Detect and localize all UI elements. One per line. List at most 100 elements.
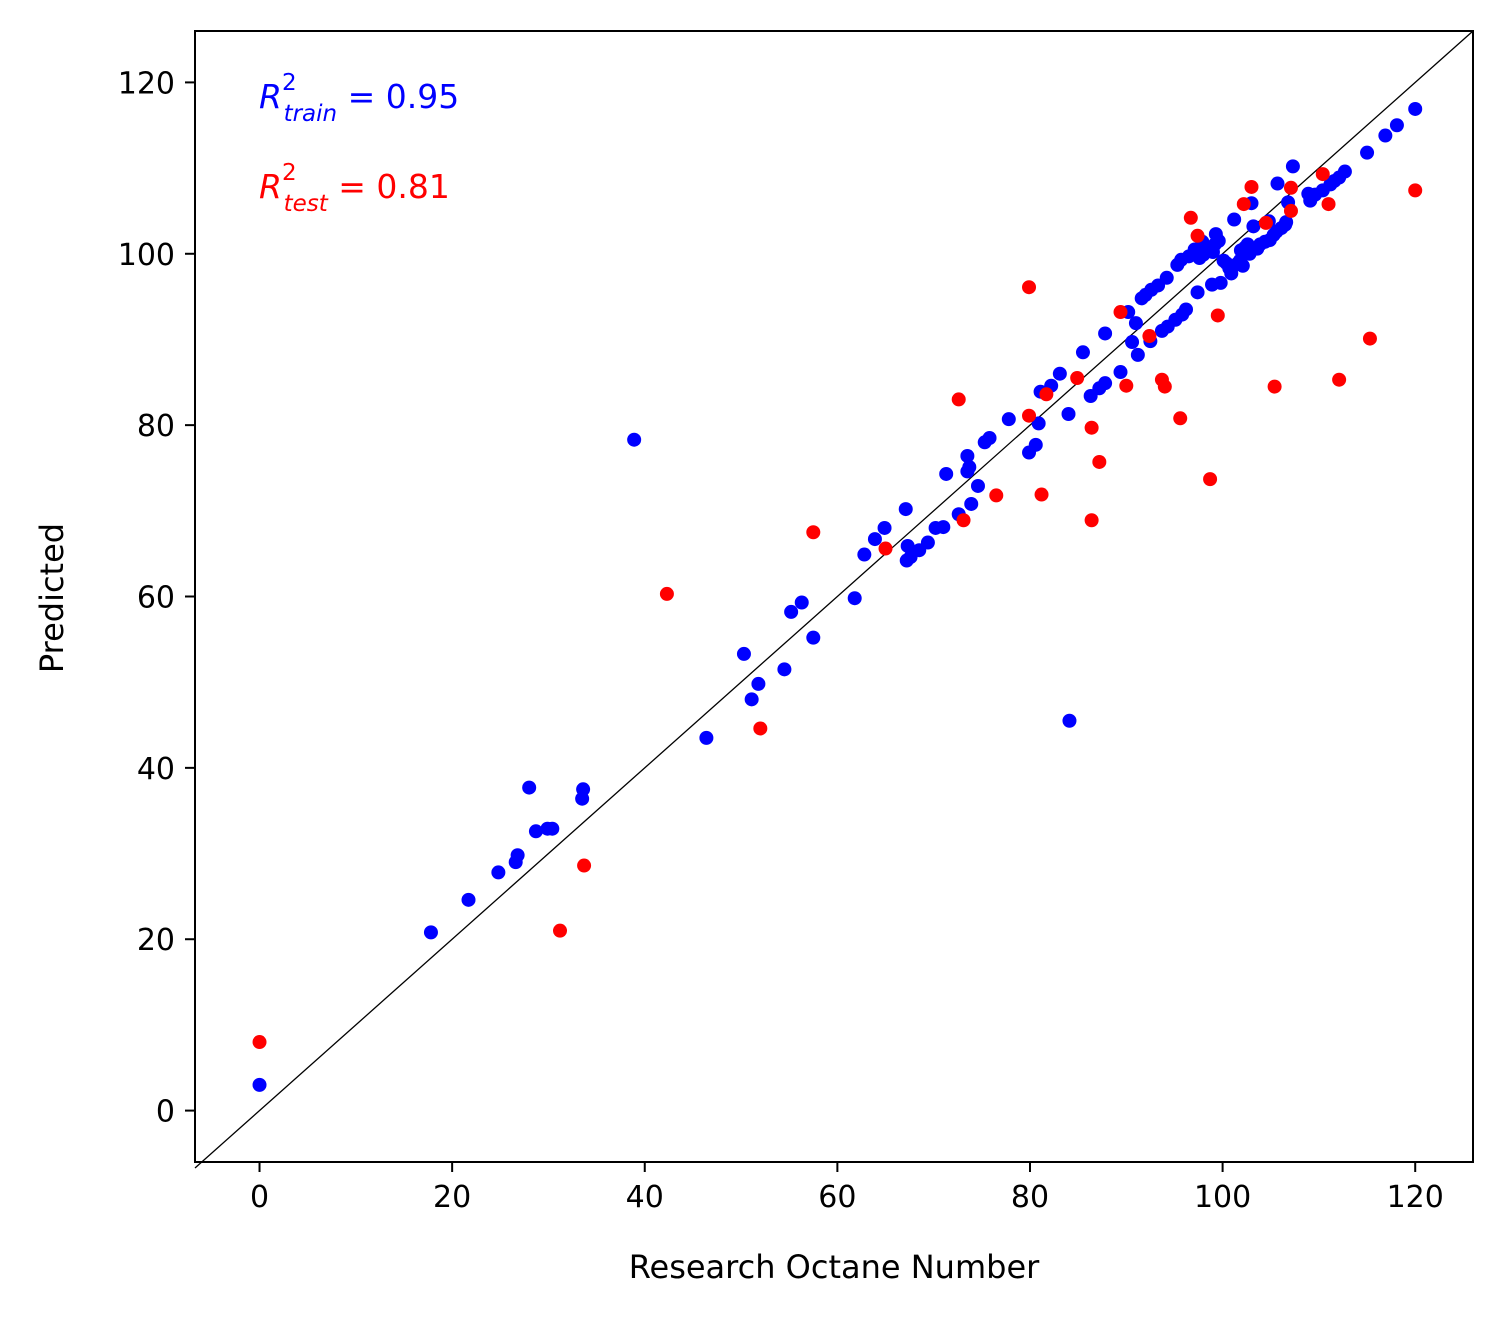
data-point bbox=[1267, 379, 1282, 394]
x-tick-label: 60 bbox=[818, 1180, 856, 1215]
data-point bbox=[659, 586, 674, 601]
data-point bbox=[784, 604, 799, 619]
data-point bbox=[900, 538, 915, 553]
y-tick-label: 100 bbox=[118, 238, 175, 273]
data-point bbox=[1070, 371, 1085, 386]
data-point bbox=[1022, 408, 1037, 423]
x-tick-label: 120 bbox=[1387, 1180, 1444, 1215]
x-tick-label: 0 bbox=[250, 1180, 269, 1215]
r2-train-symbol: R bbox=[259, 77, 282, 116]
r2-test-sup: 2 bbox=[282, 160, 297, 186]
data-point bbox=[1362, 331, 1377, 346]
x-tick-label: 80 bbox=[1011, 1180, 1049, 1215]
x-tick-label: 20 bbox=[433, 1180, 471, 1215]
data-point bbox=[1283, 180, 1298, 195]
r2-train-sup: 2 bbox=[282, 70, 297, 96]
data-point bbox=[1283, 203, 1298, 218]
data-point bbox=[806, 525, 821, 540]
data-point bbox=[777, 662, 792, 677]
data-point bbox=[1270, 176, 1285, 191]
data-point bbox=[1173, 411, 1188, 426]
data-point bbox=[1142, 329, 1157, 344]
data-point bbox=[699, 730, 714, 745]
data-point bbox=[794, 595, 809, 610]
data-point bbox=[1179, 302, 1194, 317]
data-point bbox=[1125, 335, 1140, 350]
data-point bbox=[964, 496, 979, 511]
data-point bbox=[1130, 347, 1145, 362]
y-tick-label: 0 bbox=[156, 1095, 175, 1130]
data-point bbox=[956, 513, 971, 528]
y-tick-label: 20 bbox=[137, 923, 175, 958]
data-point bbox=[491, 865, 506, 880]
data-point bbox=[528, 824, 543, 839]
data-point bbox=[1321, 197, 1336, 212]
r2-test-value: = 0.81 bbox=[328, 167, 450, 206]
data-point bbox=[1052, 366, 1067, 381]
data-point bbox=[806, 630, 821, 645]
y-axis-label: Predicted bbox=[33, 523, 71, 673]
data-point bbox=[1128, 316, 1143, 331]
r2-train-value: = 0.95 bbox=[337, 77, 459, 116]
data-point bbox=[576, 782, 591, 797]
data-point bbox=[1001, 412, 1016, 427]
data-point bbox=[1408, 101, 1423, 116]
x-axis-ticks: 0 20 40 60 80 100 120 bbox=[250, 1162, 1444, 1215]
data-point bbox=[1279, 215, 1294, 230]
data-point bbox=[962, 460, 977, 475]
data-point bbox=[1210, 308, 1225, 323]
data-point bbox=[522, 780, 537, 795]
data-point bbox=[736, 646, 751, 661]
data-point bbox=[920, 535, 935, 550]
y-tick-label: 80 bbox=[137, 409, 175, 444]
data-point bbox=[1113, 305, 1128, 320]
data-point bbox=[1028, 437, 1043, 452]
data-point bbox=[1285, 159, 1300, 174]
data-point bbox=[1098, 376, 1113, 391]
data-point bbox=[461, 892, 476, 907]
data-point bbox=[627, 432, 642, 447]
y-tick-label: 120 bbox=[118, 66, 175, 101]
series-1 bbox=[252, 167, 1423, 1050]
data-point bbox=[753, 721, 768, 736]
data-point bbox=[847, 591, 862, 606]
data-point bbox=[936, 520, 951, 535]
data-point bbox=[423, 925, 438, 940]
data-point bbox=[877, 520, 892, 535]
r2-test-annotation: R2 test = 0.81 bbox=[259, 160, 450, 217]
y-axis-ticks: 0 20 40 60 80 100 120 bbox=[118, 66, 195, 1130]
points-layer bbox=[252, 101, 1423, 1092]
data-point bbox=[744, 692, 759, 707]
data-point bbox=[1061, 406, 1076, 421]
r2-train-annotation: R2 train = 0.95 bbox=[259, 70, 459, 127]
data-point bbox=[1084, 513, 1099, 528]
data-point bbox=[751, 676, 766, 691]
data-point bbox=[857, 547, 872, 562]
data-point bbox=[1213, 275, 1228, 290]
data-point bbox=[1227, 212, 1242, 227]
data-point bbox=[1113, 365, 1128, 380]
r2-test-symbol: R bbox=[259, 167, 282, 206]
data-point bbox=[1211, 233, 1226, 248]
data-point bbox=[1244, 179, 1259, 194]
data-point bbox=[1258, 215, 1273, 230]
data-point bbox=[1315, 167, 1330, 182]
data-point bbox=[1203, 472, 1218, 487]
data-point bbox=[1092, 454, 1107, 469]
data-point bbox=[1075, 345, 1090, 360]
data-point bbox=[1190, 228, 1205, 243]
data-point bbox=[1190, 285, 1205, 300]
data-point bbox=[1119, 378, 1134, 393]
data-point bbox=[982, 430, 997, 445]
r2-test-sub: test bbox=[284, 191, 329, 217]
data-point bbox=[1031, 416, 1046, 431]
data-point bbox=[939, 466, 954, 481]
data-point bbox=[1062, 713, 1077, 728]
x-tick-label: 40 bbox=[626, 1180, 664, 1215]
data-point bbox=[510, 848, 525, 863]
data-point bbox=[1084, 420, 1099, 435]
y-tick-label: 40 bbox=[137, 752, 175, 787]
data-point bbox=[1098, 326, 1113, 341]
r2-train-sub: train bbox=[284, 101, 338, 127]
